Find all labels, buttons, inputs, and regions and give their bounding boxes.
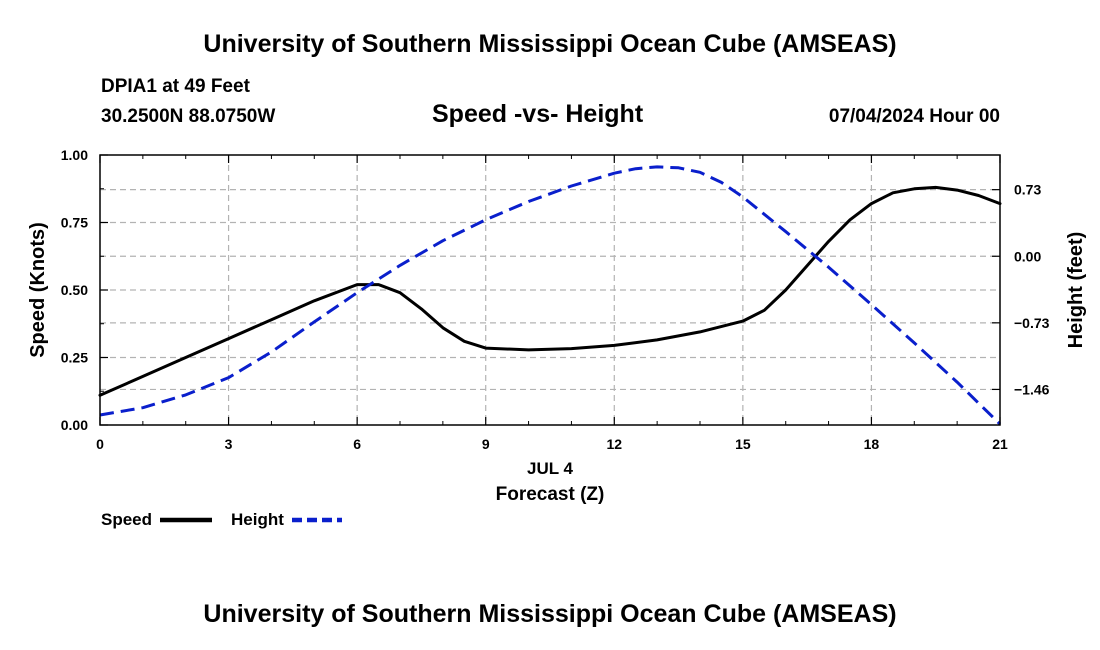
- coordinates-label: 30.2500N 88.0750W: [101, 106, 276, 127]
- x-tick-label: 15: [735, 436, 751, 452]
- legend-speed-label: Speed: [101, 510, 153, 529]
- y-right-tick-label: 0.00: [1014, 248, 1041, 264]
- top-title: University of Southern Mississippi Ocean…: [203, 30, 897, 58]
- x-tick-label: 21: [992, 436, 1008, 452]
- y-right-tick-label: 0.73: [1014, 182, 1041, 198]
- tick-labels: 0 3 6 9 12 15 18 21 0.00 0.25 0.50 0.75 1.00 0.73 0.00…: [61, 147, 1050, 452]
- y-left-tick-label: 0.75: [61, 215, 88, 231]
- y-axis-left-title: Speed (Knots): [27, 222, 49, 358]
- x-date-label: JUL 4: [527, 459, 574, 478]
- y-left-tick-label: 0.50: [61, 282, 88, 298]
- y-left-tick-label: 0.25: [61, 350, 88, 366]
- grid: [100, 155, 1000, 425]
- chart-title: Speed -vs- Height: [432, 100, 644, 128]
- height-series-line: [99, 165, 1002, 426]
- x-tick-label: 6: [353, 436, 361, 452]
- x-tick-label: 18: [864, 436, 880, 452]
- y-right-tick-label: −1.46: [1014, 381, 1050, 397]
- series: [98, 165, 1002, 426]
- x-tick-label: 12: [606, 436, 622, 452]
- x-tick-label: 9: [482, 436, 490, 452]
- y-axis-right-title: Height (feet): [1065, 232, 1087, 349]
- legend-height-label: Height: [231, 510, 284, 529]
- x-axis-title: Forecast (Z): [496, 484, 605, 505]
- bottom-title: University of Southern Mississippi Ocean…: [203, 600, 897, 628]
- speed-series-line: [98, 185, 1002, 397]
- y-left-tick-label: 1.00: [61, 147, 88, 163]
- y-right-tick-label: −0.73: [1014, 315, 1050, 331]
- forecast-datetime: 07/04/2024 Hour 00: [828, 106, 1000, 127]
- x-tick-label: 3: [225, 436, 233, 452]
- station-label: DPIA1 at 49 Feet: [101, 76, 250, 97]
- plot-frame: [99, 154, 1001, 426]
- x-tick-label: 0: [96, 436, 104, 452]
- y-left-tick-label: 0.00: [61, 417, 88, 433]
